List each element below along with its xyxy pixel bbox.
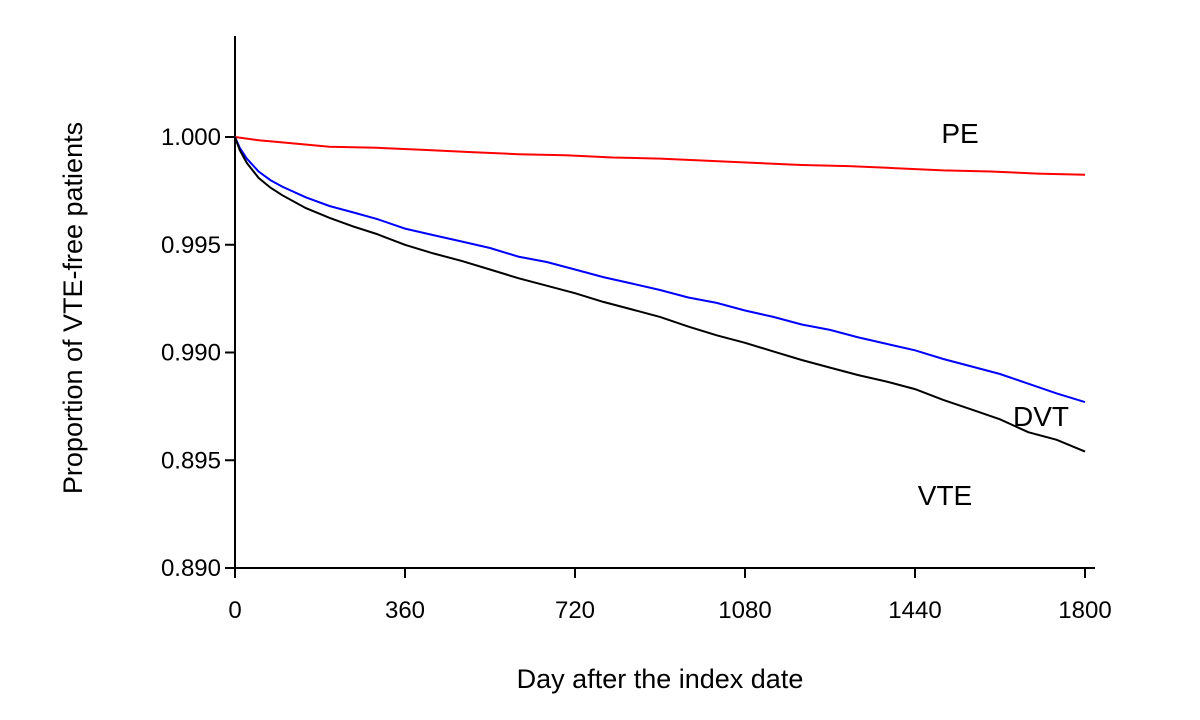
x-tick-label: 1800	[1058, 597, 1111, 624]
x-tick-label: 360	[385, 597, 425, 624]
x-tick-label: 0	[228, 597, 241, 624]
x-tick-label: 720	[555, 597, 595, 624]
x-axis-title: Day after the index date	[517, 664, 804, 694]
series-line-pe	[234, 136, 1086, 176]
x-tick-label: 1440	[888, 597, 941, 624]
series-label-pe: PE	[941, 118, 978, 149]
x-ticks: 0 360 720 1080 1440 1800	[228, 568, 1112, 624]
y-axis-title: Proportion of VTE-free patients	[58, 122, 88, 494]
series-labels: PE DVT VTE	[918, 118, 1069, 511]
series-line-vte	[234, 136, 1086, 453]
y-tick-label: 0.995	[161, 232, 221, 259]
series-label-dvt: DVT	[1013, 401, 1069, 432]
y-tick-label: 0.890	[161, 555, 221, 582]
axes	[234, 36, 1095, 569]
y-tick-label: 0.990	[161, 340, 221, 367]
series-line-dvt	[234, 136, 1086, 404]
y-tick-label: 1.000	[161, 124, 221, 151]
y-tick-label: 0.895	[161, 447, 221, 474]
series-label-vte: VTE	[918, 480, 972, 511]
y-ticks: 0.890 0.895 0.990 0.995 1.000	[161, 124, 235, 582]
series-group	[234, 136, 1086, 453]
x-tick-label: 1080	[718, 597, 771, 624]
